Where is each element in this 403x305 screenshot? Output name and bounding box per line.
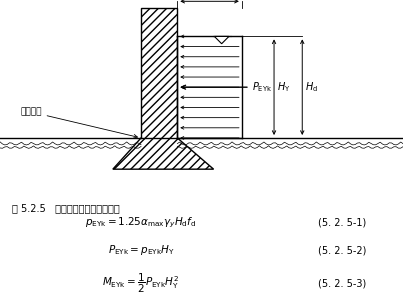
Text: $p_{\mathrm{EYk}} = 1.25\alpha_{\mathrm{max}}\gamma_y H_{\mathrm{d}} f_{\mathrm{: $p_{\mathrm{EYk}} = 1.25\alpha_{\mathrm{… <box>85 215 197 230</box>
Text: $H_{\mathrm{Y}}$: $H_{\mathrm{Y}}$ <box>277 80 291 94</box>
Text: (5. 2. 5-1): (5. 2. 5-1) <box>318 218 367 228</box>
Text: $H_{\mathrm{d}}$: $H_{\mathrm{d}}$ <box>305 80 318 94</box>
Text: 计算截面: 计算截面 <box>20 107 137 138</box>
Bar <box>0 138 141 148</box>
Polygon shape <box>214 36 229 44</box>
Text: $M_{\mathrm{EYk}} = \dfrac{1}{2} P_{\mathrm{EYk}} H_{\mathrm{Y}}^2$: $M_{\mathrm{EYk}} = \dfrac{1}{2} P_{\mat… <box>102 272 180 295</box>
Text: 图 5.2.5   水平动液压力计算示意图: 图 5.2.5 水平动液压力计算示意图 <box>12 203 120 213</box>
Text: $P_{\mathrm{EYk}} = p_{\mathrm{EYk}} H_{\mathrm{Y}}$: $P_{\mathrm{EYk}} = p_{\mathrm{EYk}} H_{… <box>108 243 174 257</box>
Polygon shape <box>113 138 214 169</box>
Text: (5. 2. 5-2): (5. 2. 5-2) <box>318 245 367 255</box>
Text: $P_{\mathrm{EYk}}$: $P_{\mathrm{EYk}}$ <box>252 80 272 94</box>
Bar <box>141 8 177 138</box>
Text: (5. 2. 5-3): (5. 2. 5-3) <box>318 279 367 289</box>
